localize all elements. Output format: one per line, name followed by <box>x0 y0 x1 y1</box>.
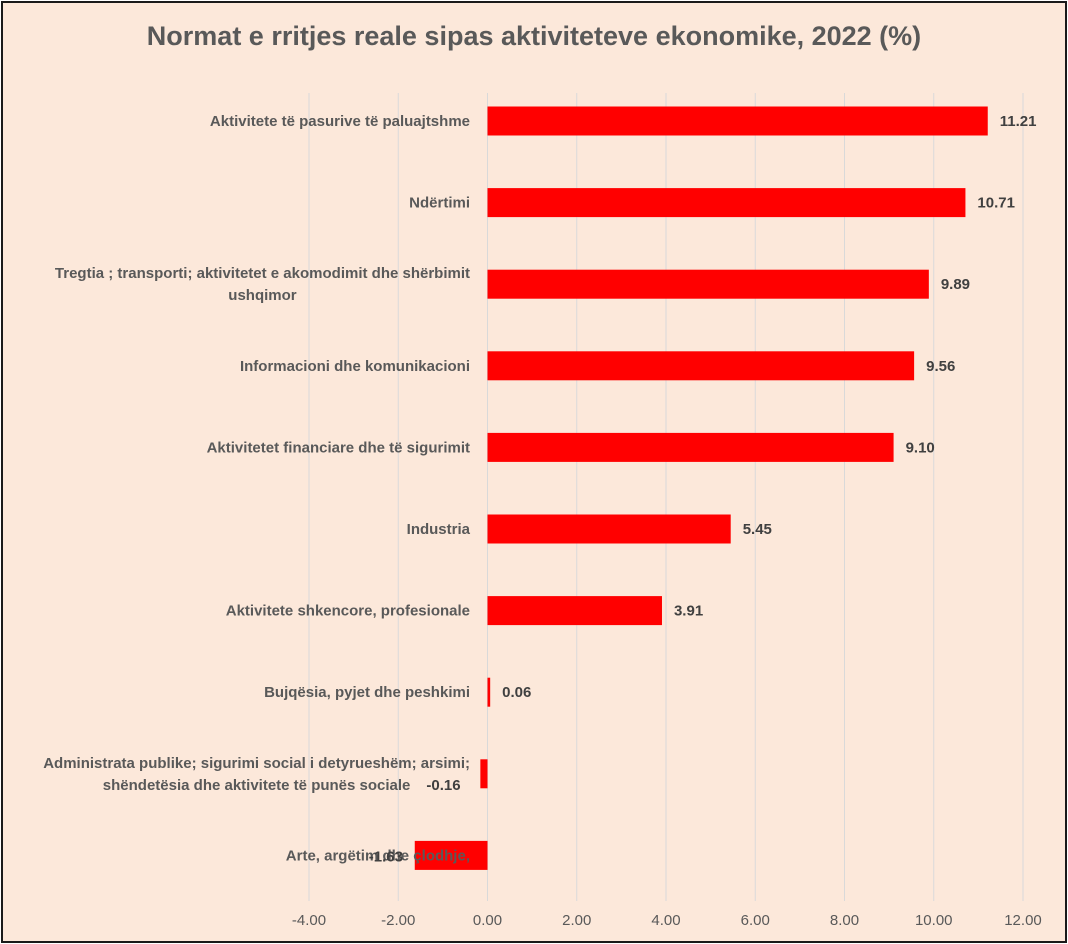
x-tick-label: 2.00 <box>562 912 591 929</box>
data-label: 11.21 <box>1000 113 1037 130</box>
x-tick-label: 8.00 <box>830 912 859 929</box>
data-label: -0.16 <box>426 777 460 794</box>
data-label: 9.89 <box>941 276 970 293</box>
data-label: 3.91 <box>674 603 703 620</box>
chart-title: Normat e rritjes reale sipas aktivitetev… <box>146 21 922 51</box>
data-label: 9.56 <box>926 358 955 375</box>
bar <box>487 432 894 462</box>
category-label: Aktivitete të pasurive të paluajtshme <box>210 113 470 130</box>
bar <box>487 514 731 544</box>
x-tick-label: -4.00 <box>292 912 326 929</box>
category-label: Arte, argëtim dhe çlodhje, <box>286 847 470 864</box>
category-labels: Aktivitete të pasurive të paluajtshme Ndë… <box>43 113 470 864</box>
category-label: Tregtia ; transporti; aktivitetet e akom… <box>55 265 470 304</box>
value-labels: 11.21 10.71 9.89 9.56 9.10 5.45 3.91 0.06 -0.16 -… <box>369 113 1037 865</box>
x-tick-label: 4.00 <box>651 912 680 929</box>
bar-chart: Aktivitete të pasurive të paluajtshme Ndë… <box>43 93 1042 929</box>
bar <box>414 840 488 870</box>
data-label: 5.45 <box>743 521 772 538</box>
x-axis-ticks: -4.00 -2.00 0.00 2.00 4.00 6.00 8.00 10.00 12.00 <box>292 912 1042 929</box>
category-label: Ndërtimi <box>409 195 470 212</box>
bar <box>487 677 491 707</box>
x-tick-label: -2.00 <box>381 912 415 929</box>
gridlines <box>308 93 1024 901</box>
bar <box>487 596 662 626</box>
bar <box>487 269 929 299</box>
bar <box>487 351 915 381</box>
bars <box>414 106 988 870</box>
category-label: Informacioni dhe komunikacioni <box>240 358 470 375</box>
category-label: Aktivitete shkencore, profesionale <box>226 603 470 620</box>
category-label: Aktivitetet financiare dhe të sigurimit <box>207 439 470 456</box>
x-tick-label: 12.00 <box>1004 912 1042 929</box>
category-label: Administrata publike; sigurimi social i … <box>43 755 470 794</box>
data-label: 10.71 <box>977 195 1015 212</box>
bar <box>487 106 988 136</box>
bar <box>480 759 488 789</box>
x-tick-label: 6.00 <box>741 912 770 929</box>
bar <box>487 188 966 218</box>
data-label: 0.06 <box>502 684 531 701</box>
x-tick-label: 10.00 <box>915 912 953 929</box>
category-label: Industria <box>407 521 471 538</box>
data-label: 9.10 <box>906 439 935 456</box>
x-tick-label: 0.00 <box>473 912 502 929</box>
data-label: -1.63 <box>369 848 403 865</box>
category-label: Bujqësia, pyjet dhe peshkimi <box>264 684 470 701</box>
